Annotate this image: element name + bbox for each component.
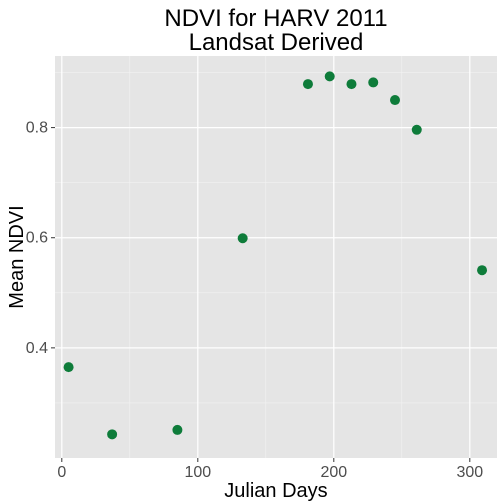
data-point (346, 79, 357, 90)
data-point (324, 71, 335, 82)
data-point (107, 429, 118, 440)
major-gridlines (55, 56, 497, 458)
chart-title: NDVI for HARV 2011 (164, 5, 387, 32)
y-tick-label: 0.4 (26, 340, 48, 357)
x-tick-label: 100 (184, 464, 211, 481)
data-points (63, 71, 488, 440)
y-axis-ticks: 0.4 0.6 0.8 (26, 120, 55, 357)
data-point (302, 79, 313, 90)
x-axis-title: Julian Days (224, 480, 327, 502)
y-axis-title: Mean NDVI (6, 205, 28, 308)
minor-gridlines (55, 56, 497, 458)
data-point (63, 362, 74, 373)
data-point (390, 95, 400, 106)
y-tick-label: 0.8 (26, 120, 48, 137)
data-point (237, 233, 248, 244)
data-point (368, 77, 379, 88)
x-tick-label: 0 (57, 464, 66, 481)
chart-subtitle: Landsat Derived (189, 29, 364, 56)
data-point (477, 265, 488, 276)
plot-panel (55, 56, 497, 458)
data-point (172, 424, 183, 435)
data-point (411, 124, 422, 135)
x-tick-label: 200 (320, 464, 347, 481)
y-tick-label: 0.6 (26, 230, 48, 247)
x-axis-ticks: 0 100 200 300 (57, 458, 483, 481)
x-tick-label: 300 (456, 464, 483, 481)
